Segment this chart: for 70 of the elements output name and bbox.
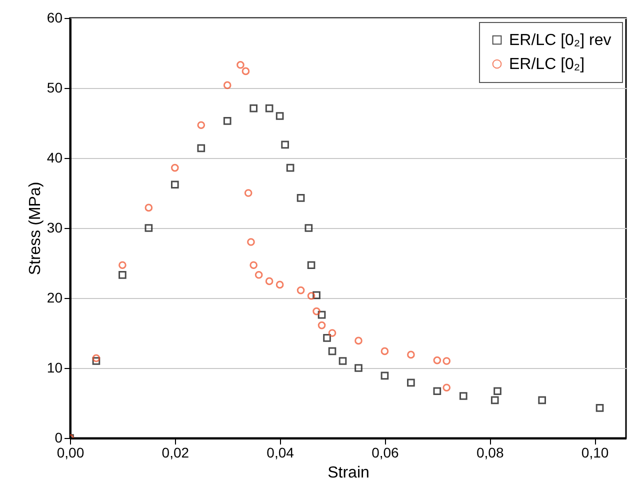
point (223, 116, 232, 125)
point (354, 336, 362, 345)
point (442, 384, 451, 392)
point (312, 291, 320, 300)
point (254, 270, 263, 279)
point (380, 372, 389, 380)
point (433, 387, 442, 396)
y-axis-title: Stress (MPa) (26, 182, 44, 276)
point (596, 404, 604, 412)
x-tick-label: 0,08 (476, 444, 504, 460)
point (307, 292, 316, 300)
point (296, 194, 305, 202)
point (328, 329, 336, 337)
x-tick-label: 0,02 (162, 444, 190, 460)
point (307, 261, 316, 270)
point (144, 204, 153, 212)
point (118, 261, 126, 270)
y-tick-label: 60 (46, 10, 63, 26)
point (92, 354, 100, 362)
point (276, 112, 284, 120)
point (197, 121, 206, 130)
point (197, 144, 206, 152)
point (281, 140, 289, 149)
point (247, 238, 255, 246)
point (494, 387, 502, 396)
point (265, 277, 274, 286)
point (490, 396, 499, 404)
y-tick-label: 40 (46, 150, 63, 166)
y-tick-label: 20 (46, 290, 63, 306)
point (92, 357, 100, 365)
point (312, 307, 320, 316)
x-tick-label: 0,00 (56, 444, 84, 460)
x-tick-label: 0,04 (266, 444, 294, 460)
point (236, 60, 244, 69)
point (242, 67, 250, 76)
y-tick-label: 0 (54, 430, 63, 446)
point (250, 104, 258, 112)
point (170, 180, 179, 189)
point (265, 104, 274, 112)
y-tick-label: 10 (46, 360, 63, 376)
point (296, 286, 305, 294)
point (538, 396, 546, 404)
point (170, 164, 179, 172)
point (318, 321, 326, 330)
point (318, 310, 326, 319)
point (244, 189, 252, 197)
point (286, 164, 294, 172)
point (323, 334, 331, 342)
point (118, 270, 126, 279)
point (144, 224, 153, 232)
point (250, 261, 258, 270)
point (223, 81, 232, 90)
point (433, 356, 442, 364)
point (407, 350, 415, 359)
x-tick-label: 0,06 (372, 444, 400, 460)
y-tick-label: 30 (46, 220, 63, 236)
legend-label: ER/LC [0₂] rev (509, 32, 612, 49)
legend-label: ER/LC [0₂] (509, 56, 585, 73)
point (459, 392, 468, 400)
point (354, 364, 362, 372)
point (304, 224, 313, 232)
point (407, 378, 415, 387)
x-tick-label: 0,10 (581, 444, 609, 460)
point (328, 347, 336, 356)
point (380, 347, 389, 356)
x-axis-title: Strain (328, 464, 370, 482)
point (338, 357, 347, 365)
y-tick-label: 50 (46, 80, 63, 96)
point (442, 357, 451, 365)
point (276, 280, 284, 289)
